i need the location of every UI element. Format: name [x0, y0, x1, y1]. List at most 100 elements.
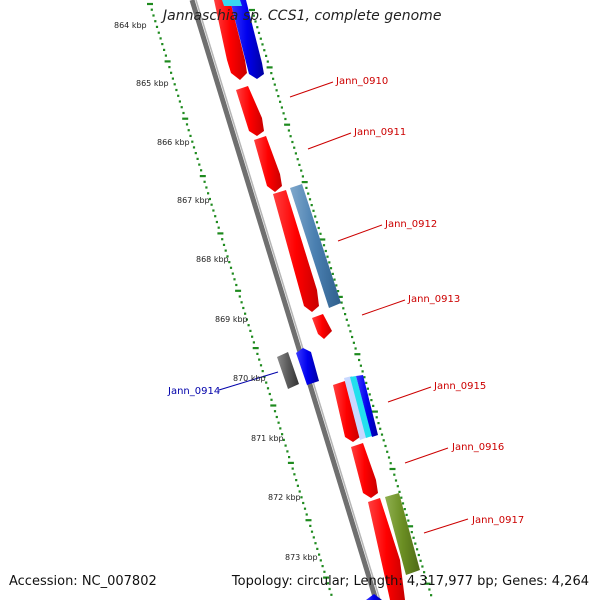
scale-tick	[168, 66, 171, 69]
gene-features	[214, 0, 420, 600]
outer-track-tick	[377, 422, 380, 425]
gene-feature-cyan-0915[interactable]	[350, 376, 372, 438]
scale-tick	[177, 94, 180, 97]
gene-feature-jann-0910[interactable]	[236, 86, 264, 136]
gene-label-jann-0912[interactable]: Jann_0912	[384, 219, 437, 230]
scale-tick	[192, 146, 196, 149]
outer-track-tick	[289, 135, 292, 138]
kbp-label: 865 kbp	[136, 79, 169, 88]
scale-tick	[154, 20, 157, 23]
outer-track-tick	[291, 140, 294, 144]
gene-label-jann-0911[interactable]: Jann_0911	[353, 127, 406, 138]
gene-feature-jann-0916[interactable]	[351, 443, 378, 498]
outer-track-tick	[298, 163, 301, 166]
gene-feature-jann-0913[interactable]	[312, 314, 332, 339]
scale-tick	[314, 542, 317, 545]
scale-tick	[303, 507, 307, 510]
gene-feature-jann-0912[interactable]	[273, 190, 319, 312]
scale-tick	[316, 547, 319, 550]
scale-tick	[157, 31, 160, 34]
outer-track-tick	[424, 576, 427, 580]
scale-tick	[249, 329, 252, 332]
gene-label-jann-0910[interactable]: Jann_0910	[335, 76, 388, 87]
scale-tick	[310, 530, 314, 533]
outer-track-tick	[344, 313, 347, 316]
leader-jann-0912	[337, 224, 383, 242]
scale-tick	[189, 134, 192, 137]
scale-tick	[287, 461, 294, 464]
scale-tick	[203, 180, 206, 183]
outer-track-tick	[317, 226, 320, 230]
outer-track-tick	[389, 462, 392, 465]
outer-track-tick	[277, 95, 280, 98]
gene-feature-jann-0914[interactable]	[277, 352, 299, 389]
gene-label-jann-0916[interactable]: Jann_0916	[451, 442, 504, 453]
outer-track-tick	[249, 8, 255, 12]
leader-jann-0917	[423, 518, 469, 534]
kbp-label: 872 kbp	[268, 493, 301, 502]
scale-tick	[277, 421, 280, 424]
outer-track-tick	[275, 89, 278, 92]
gene-feature-olive[interactable]	[385, 493, 420, 575]
scale-tick	[147, 2, 153, 6]
outer-track-dots	[249, 8, 433, 597]
scale-tick	[235, 289, 242, 292]
outer-track-tick	[349, 330, 352, 333]
scale-tick	[319, 559, 322, 562]
outer-track-tick	[416, 548, 419, 551]
outer-track-tick	[328, 261, 331, 264]
outer-track-tick	[358, 358, 361, 362]
scale-tick	[191, 140, 194, 143]
label-leader-lines	[218, 81, 469, 534]
outer-track-tick	[284, 123, 291, 126]
gene-feature-blue-top[interactable]	[230, 0, 264, 79]
outer-track-tick	[342, 307, 345, 310]
gene-feature-blue-bottom[interactable]	[366, 594, 382, 600]
outer-track-tick	[266, 60, 269, 63]
scale-tick	[150, 8, 153, 11]
outer-track-tick	[347, 324, 350, 327]
gene-feature-blue-0915[interactable]	[356, 375, 378, 437]
scale-tick	[312, 536, 315, 539]
outer-track-tick	[301, 181, 308, 184]
gene-feature-steelblue[interactable]	[290, 184, 341, 308]
gene-feature-cyan-top[interactable]	[222, 0, 242, 6]
gene-feature-jann-0911[interactable]	[254, 136, 282, 192]
outer-track-tick	[370, 399, 373, 402]
kbp-label: 867 kbp	[177, 196, 210, 205]
outer-track-tick	[270, 72, 273, 75]
genome-summary-text: Topology: circular; Length: 4,317,977 bp…	[231, 574, 589, 589]
gene-feature-jann-0915[interactable]	[333, 381, 360, 442]
outer-track-tick	[412, 536, 415, 539]
scale-tick	[215, 220, 218, 224]
scale-tick	[229, 266, 233, 269]
gene-feature-lightblue-0915[interactable]	[344, 376, 368, 440]
gene-feature-blue-mid[interactable]	[296, 348, 319, 385]
scale-tick	[233, 278, 236, 281]
scale-tick	[256, 352, 259, 355]
scale-tick	[296, 484, 299, 487]
scale-tick	[251, 335, 254, 338]
gene-feature-jann-0909[interactable]	[214, 0, 247, 80]
scale-tick	[212, 209, 215, 212]
gene-label-jann-0913[interactable]: Jann_0913	[407, 294, 460, 305]
gene-label-jann-0917[interactable]: Jann_0917	[471, 515, 524, 526]
scale-tick	[281, 433, 284, 436]
outer-track-tick	[254, 20, 257, 23]
gene-feature-jann-0917[interactable]	[368, 498, 405, 600]
gene-label-jann-0914[interactable]: Jann_0914	[167, 386, 220, 397]
scale-tick	[291, 467, 294, 470]
outer-track-tick	[282, 112, 285, 115]
scale-tick	[224, 249, 227, 252]
outer-track-tick	[398, 490, 401, 493]
scale-tick	[235, 283, 238, 287]
scale-track-dots	[147, 2, 333, 596]
gene-label-jann-0915[interactable]: Jann_0915	[433, 381, 486, 392]
outer-track-tick	[305, 186, 308, 189]
scale-tick	[300, 496, 303, 499]
outer-track-tick	[401, 502, 405, 505]
scale-tick	[252, 341, 255, 344]
outer-track-tick	[384, 444, 387, 448]
outer-track-tick	[424, 582, 431, 585]
outer-track-tick	[361, 370, 364, 373]
